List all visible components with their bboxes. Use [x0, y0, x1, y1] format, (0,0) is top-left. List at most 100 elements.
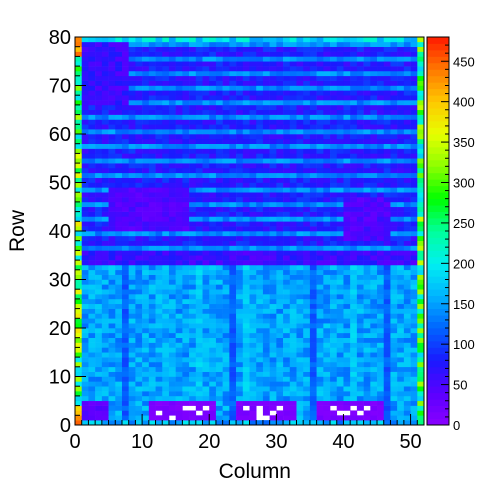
heatmap-cell: [363, 323, 371, 329]
heatmap-cell: [175, 391, 183, 397]
heatmap-cell: [276, 260, 284, 266]
heatmap-cell: [309, 318, 317, 324]
heatmap-cell: [215, 303, 223, 309]
heatmap-cell: [262, 381, 270, 387]
heatmap-cell: [242, 284, 250, 290]
heatmap-cell: [148, 138, 156, 144]
heatmap-cell: [309, 124, 317, 130]
heatmap-cell: [215, 153, 223, 159]
heatmap-cell: [101, 95, 109, 101]
heatmap-cell: [390, 206, 398, 212]
heatmap-cell: [202, 41, 210, 47]
heatmap-cell: [397, 124, 405, 130]
heatmap-cell: [195, 153, 203, 159]
heatmap-cell: [403, 114, 411, 120]
heatmap-cell: [155, 148, 163, 154]
heatmap-cell: [195, 245, 203, 251]
heatmap-cell: [303, 197, 311, 203]
heatmap-cell: [370, 114, 378, 120]
heatmap-cell: [350, 400, 358, 406]
heatmap-cell: [128, 269, 136, 275]
heatmap-cell: [316, 337, 324, 343]
heatmap-cell: [202, 216, 210, 222]
heatmap-cell: [370, 231, 378, 237]
heatmap-cell: [155, 245, 163, 251]
heatmap-cell: [256, 37, 264, 43]
heatmap-cell: [303, 172, 311, 178]
heatmap-cell: [128, 255, 136, 261]
heatmap-cell: [242, 231, 250, 237]
heatmap-cell: [356, 221, 364, 227]
heatmap-cell: [81, 109, 89, 115]
heatmap-cell: [155, 119, 163, 125]
heatmap-cell: [323, 366, 331, 372]
heatmap-cell: [303, 143, 311, 149]
heatmap-cell: [162, 371, 170, 377]
heatmap-cell: [195, 37, 203, 43]
heatmap-cell: [370, 332, 378, 338]
heatmap-cell: [182, 366, 190, 372]
heatmap-cell: [303, 124, 311, 130]
heatmap-cell: [249, 51, 257, 57]
heatmap-cell: [283, 41, 291, 47]
heatmap-cell: [135, 187, 143, 193]
heatmap-cell: [95, 381, 103, 387]
heatmap-cell: [323, 269, 331, 275]
heatmap-cell: [343, 231, 351, 237]
heatmap-cell: [209, 400, 217, 406]
heatmap-cell: [108, 298, 116, 305]
heatmap-cell: [343, 172, 351, 178]
heatmap-cell: [390, 386, 398, 392]
heatmap-cell: [162, 240, 170, 246]
heatmap-cell: [262, 148, 270, 154]
heatmap-cell: [390, 80, 398, 86]
heatmap-cell: [417, 109, 425, 115]
heatmap-cell: [309, 177, 317, 183]
heatmap-cell: [75, 376, 83, 382]
heatmap-cell: [356, 37, 364, 43]
heatmap-cell: [256, 308, 264, 314]
heatmap-cell: [202, 90, 210, 96]
heatmap-cell: [128, 391, 136, 397]
heatmap-cell: [303, 75, 311, 81]
heatmap-cell: [202, 284, 210, 290]
heatmap-cell: [189, 51, 197, 57]
heatmap-cell: [262, 100, 270, 106]
heatmap-cell: [330, 51, 338, 57]
heatmap-cell: [296, 294, 304, 300]
heatmap-cell: [121, 100, 129, 106]
heatmap-cell: [410, 284, 418, 290]
heatmap-cell: [95, 231, 103, 237]
heatmap-cell: [95, 177, 103, 183]
heatmap-cell: [390, 245, 398, 251]
heatmap-cell: [189, 371, 197, 377]
heatmap-cell: [128, 138, 136, 144]
heatmap-cell: [209, 260, 217, 266]
heatmap-cell: [397, 400, 405, 406]
heatmap-cell: [363, 153, 371, 159]
heatmap-cell: [249, 347, 257, 353]
heatmap-cell: [410, 119, 418, 125]
heatmap-cell: [289, 386, 297, 392]
heatmap-cell: [303, 158, 311, 164]
heatmap-cell: [175, 206, 183, 212]
heatmap-cell: [343, 187, 351, 193]
heatmap-cell: [350, 415, 358, 421]
heatmap-cell: [262, 371, 270, 377]
heatmap-cell: [262, 177, 270, 183]
heatmap-cell: [95, 400, 103, 406]
heatmap-cell: [182, 245, 190, 251]
heatmap-cell: [316, 206, 324, 212]
heatmap-cell: [403, 100, 411, 106]
heatmap-cell: [215, 415, 223, 421]
heatmap-cell: [410, 134, 418, 140]
heatmap-cell: [383, 308, 391, 314]
heatmap-cell: [215, 85, 223, 91]
heatmap-cell: [195, 361, 203, 368]
heatmap-cell: [283, 381, 291, 387]
heatmap-cell: [350, 187, 358, 193]
heatmap-cell: [256, 182, 264, 188]
heatmap-cell: [189, 313, 197, 319]
heatmap-cell: [162, 313, 170, 319]
heatmap-cell: [128, 371, 136, 377]
